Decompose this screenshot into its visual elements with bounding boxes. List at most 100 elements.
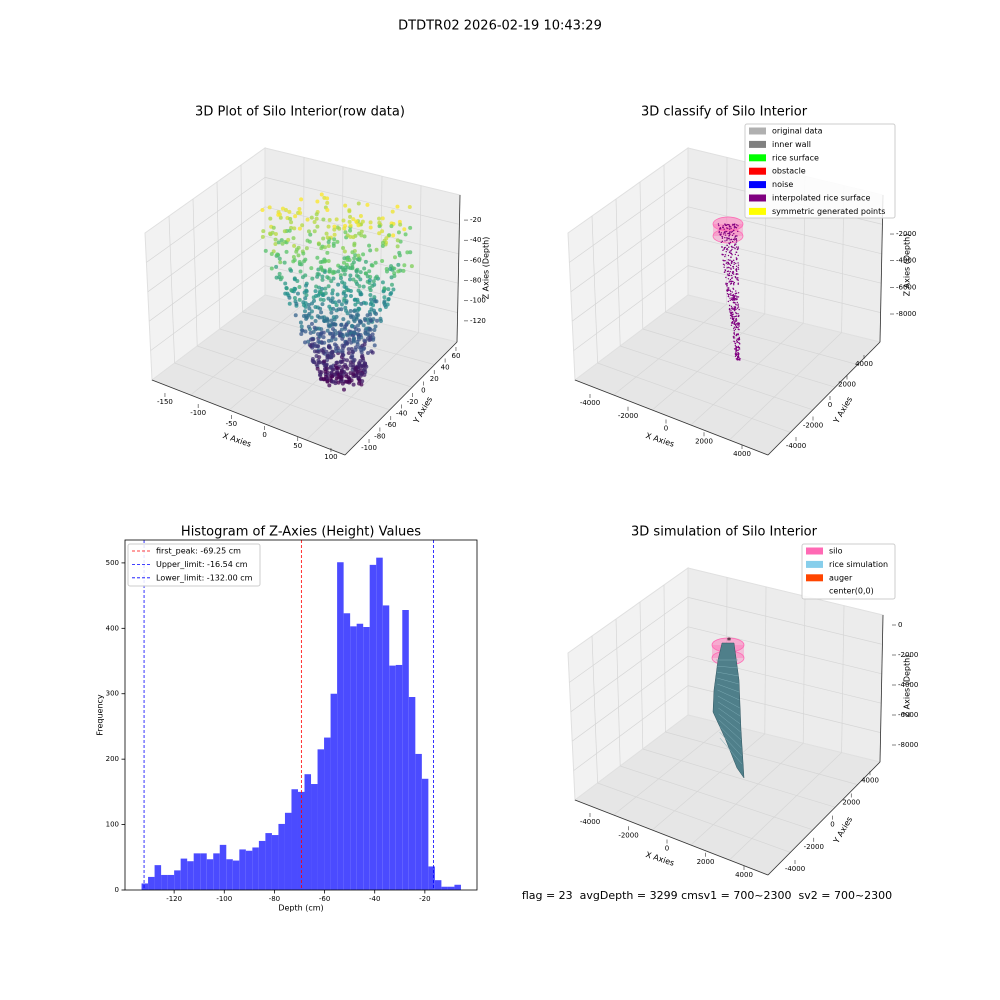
- point-cloud-dot: [728, 304, 731, 307]
- point-cloud-dot: [374, 311, 379, 316]
- point-cloud-dot: [731, 230, 734, 233]
- point-cloud-dot: [380, 243, 385, 248]
- point-cloud-dot: [729, 239, 731, 241]
- point-cloud-dot: [300, 223, 305, 228]
- point-cloud-dot: [738, 348, 741, 350]
- pane-grid-line: [591, 215, 598, 364]
- point-cloud-dot: [350, 324, 355, 329]
- point-cloud-dot: [303, 304, 308, 309]
- point-cloud-dot: [736, 235, 738, 237]
- point-cloud-dot: [312, 229, 317, 234]
- point-cloud-dot: [734, 328, 737, 331]
- y-tick-label: 40: [441, 364, 450, 372]
- point-cloud-dot: [328, 306, 333, 311]
- point-cloud-dot: [729, 293, 731, 295]
- point-cloud-dot: [729, 280, 731, 282]
- point-cloud-dot: [733, 330, 735, 332]
- histogram-bar: [428, 866, 435, 890]
- point-cloud-dot: [277, 271, 282, 276]
- histogram-bar: [304, 774, 312, 890]
- pane-grid-line: [168, 215, 175, 364]
- point-cloud-dot: [730, 317, 732, 319]
- point-cloud-dot: [348, 293, 353, 298]
- point-cloud-dot: [728, 224, 730, 226]
- z-tick-label: -8000: [898, 741, 918, 749]
- point-cloud-dot: [734, 302, 736, 304]
- point-cloud-dot: [368, 302, 373, 307]
- point-cloud-dot: [304, 246, 309, 251]
- x-tick-label: -4000: [580, 818, 600, 826]
- pane-grid-line: [620, 765, 813, 831]
- histogram-bar: [193, 853, 201, 890]
- histogram-bar: [206, 859, 214, 890]
- point-cloud-dot: [320, 302, 325, 307]
- point-cloud-dot: [331, 334, 336, 339]
- point-cloud-dot: [292, 296, 297, 301]
- point-cloud-dot: [735, 303, 737, 305]
- pane-grid-line: [665, 731, 858, 785]
- y-tick-label: 4000: [855, 360, 873, 368]
- z-tick-label: -2000: [898, 651, 918, 659]
- point-cloud-dot: [733, 233, 735, 235]
- point-cloud-dot: [724, 255, 726, 258]
- point-cloud-dot: [386, 296, 391, 301]
- point-cloud-dot: [335, 292, 340, 297]
- point-cloud-dot: [728, 308, 731, 310]
- point-cloud-dot: [392, 255, 397, 260]
- point-cloud-dot: [372, 328, 377, 333]
- point-cloud-dot: [718, 230, 720, 233]
- point-cloud-dot: [334, 308, 339, 313]
- point-cloud-dot: [311, 330, 316, 335]
- histogram-bar: [356, 623, 364, 890]
- point-cloud-dot: [360, 219, 365, 224]
- point-cloud-dot: [727, 295, 730, 297]
- point-cloud-dot: [325, 275, 330, 280]
- point-cloud-dot: [332, 227, 337, 232]
- point-cloud-dot: [317, 373, 322, 378]
- point-cloud-dot: [730, 227, 732, 230]
- point-cloud-dot: [733, 224, 735, 226]
- point-cloud-dot: [261, 229, 266, 234]
- point-cloud-dot: [349, 378, 354, 383]
- point-cloud-dot: [309, 321, 314, 326]
- point-cloud-dot: [356, 223, 361, 228]
- pane-grid-line: [147, 206, 266, 293]
- point-cloud-dot: [313, 318, 318, 323]
- point-cloud-dot: [340, 346, 345, 351]
- point-cloud-dot: [341, 245, 346, 250]
- point-cloud-dot: [373, 324, 378, 329]
- point-cloud-dot: [737, 268, 740, 270]
- point-cloud-dot: [326, 243, 331, 248]
- point-cloud-dot: [271, 225, 276, 230]
- legend-label: obstacle: [772, 167, 806, 176]
- point-cloud-dot: [291, 259, 296, 264]
- point-cloud-dot: [723, 231, 726, 233]
- point-cloud-dot: [316, 267, 321, 272]
- point-cloud-dot: [735, 325, 738, 328]
- point-cloud-dot: [351, 217, 356, 222]
- point-cloud-dot: [381, 289, 386, 294]
- point-cloud-dot: [299, 331, 304, 336]
- point-cloud-dot: [324, 363, 329, 368]
- point-cloud-dot: [347, 277, 352, 282]
- point-cloud-dot: [352, 319, 357, 324]
- point-cloud-dot: [387, 233, 392, 238]
- point-cloud-dot: [276, 212, 281, 217]
- point-cloud-dot: [337, 299, 342, 304]
- point-cloud-dot: [283, 281, 288, 286]
- point-cloud-dot: [398, 222, 403, 227]
- point-cloud-dot: [392, 271, 397, 276]
- point-cloud-dot: [329, 310, 334, 315]
- point-cloud-dot: [728, 246, 730, 248]
- point-cloud-dot: [734, 307, 736, 309]
- point-cloud-dot: [354, 219, 359, 224]
- pane-grid-line: [240, 164, 243, 313]
- point-cloud-dot: [362, 367, 367, 372]
- point-cloud-dot: [725, 250, 727, 253]
- point-cloud-dot: [337, 330, 342, 335]
- point-cloud-dot: [388, 292, 393, 297]
- point-cloud-dot: [733, 239, 736, 241]
- point-cloud-dot: [739, 357, 741, 360]
- point-cloud-dot: [315, 255, 320, 260]
- histogram-bar: [421, 778, 429, 890]
